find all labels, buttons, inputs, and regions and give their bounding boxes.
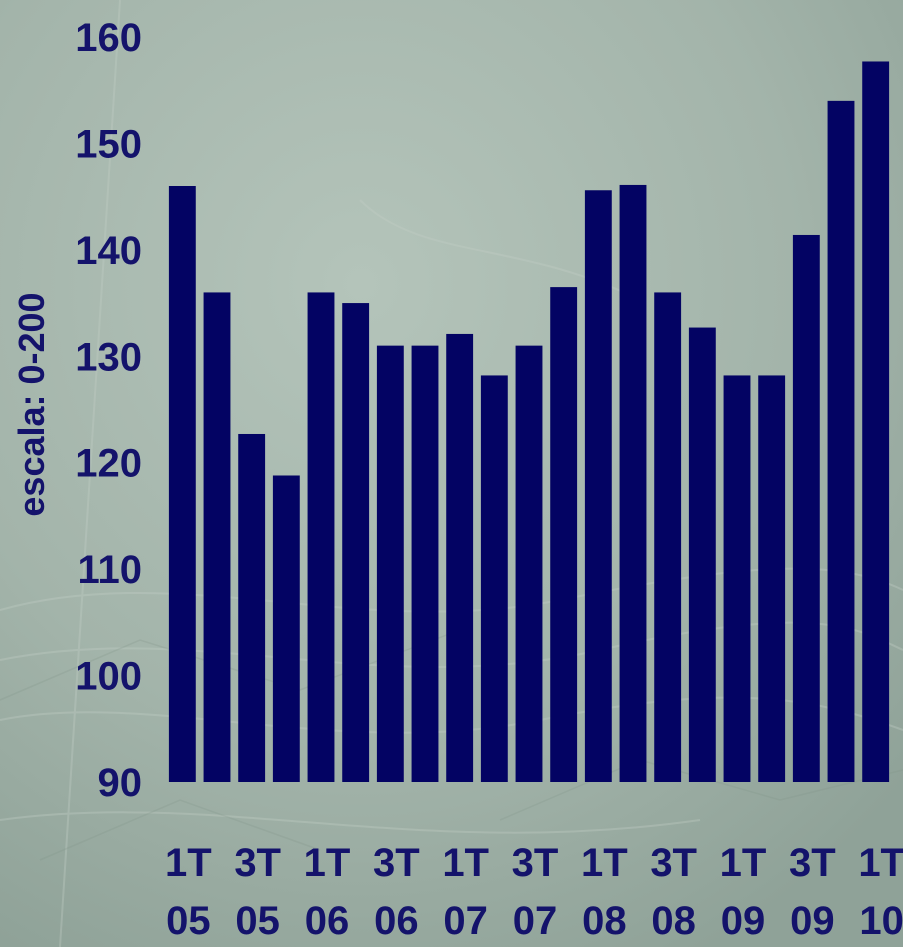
x-tick-label-year: 06	[305, 899, 350, 943]
bar	[792, 234, 820, 782]
bar	[723, 375, 751, 782]
bar	[758, 375, 786, 782]
x-tick-label-quarter: 1T	[442, 841, 489, 885]
x-tick-label-year: 05	[166, 899, 211, 943]
y-tick-label: 130	[75, 335, 142, 379]
y-tick-label: 110	[77, 548, 142, 592]
y-tick-label: 140	[75, 229, 142, 273]
x-tick-label-year: 05	[235, 899, 280, 943]
x-tick-label-quarter: 1T	[720, 841, 767, 885]
x-tick-label-quarter: 3T	[789, 841, 836, 885]
y-tick-label: 90	[98, 761, 143, 805]
x-tick-label-year: 08	[582, 899, 627, 943]
x-tick-label-year: 09	[721, 899, 766, 943]
bar	[342, 303, 370, 782]
bar	[238, 433, 266, 782]
bar	[688, 327, 716, 782]
bar	[862, 61, 890, 783]
x-axis-ticks: 1T 05 3T 05 1T 06 3T 06 1T 07 3T 07 1T 08 3T 08 1T 09 3T 09…	[165, 841, 903, 943]
bar	[203, 292, 231, 782]
y-axis-ticks: 90 100 110 120 130 140 150 160	[75, 16, 142, 805]
x-tick-label-quarter: 1T	[581, 841, 628, 885]
bar	[168, 186, 196, 782]
bar	[584, 190, 612, 782]
bar	[307, 292, 335, 782]
x-tick-label-quarter: 1T	[304, 841, 351, 885]
x-tick-label-year: 07	[513, 899, 558, 943]
bar	[619, 184, 647, 782]
x-tick-label-quarter: 3T	[373, 841, 420, 885]
bar	[376, 345, 404, 782]
y-tick-label: 100	[75, 655, 142, 699]
x-tick-label-quarter: 1T	[165, 841, 212, 885]
x-tick-label-quarter: 3T	[650, 841, 697, 885]
bar	[446, 333, 474, 782]
bar	[411, 345, 439, 782]
x-tick-label-year: 10	[859, 899, 903, 943]
y-tick-label: 160	[75, 16, 142, 60]
bars	[168, 61, 890, 783]
x-tick-label-year: 07	[443, 899, 488, 943]
y-tick-label: 150	[75, 122, 142, 166]
bar	[654, 292, 682, 782]
x-tick-label-quarter: 3T	[512, 841, 559, 885]
y-axis-title: escala: 0-200	[11, 292, 52, 516]
x-tick-label-quarter: 3T	[234, 841, 281, 885]
x-tick-label-year: 08	[651, 899, 696, 943]
bar	[272, 475, 300, 782]
bar	[827, 100, 855, 783]
bar	[480, 375, 508, 782]
bar	[550, 287, 578, 782]
y-tick-label: 120	[75, 442, 142, 486]
x-tick-label-quarter: 1T	[858, 841, 903, 885]
x-tick-label-year: 09	[790, 899, 835, 943]
x-tick-label-year: 06	[374, 899, 419, 943]
bar	[515, 345, 543, 782]
